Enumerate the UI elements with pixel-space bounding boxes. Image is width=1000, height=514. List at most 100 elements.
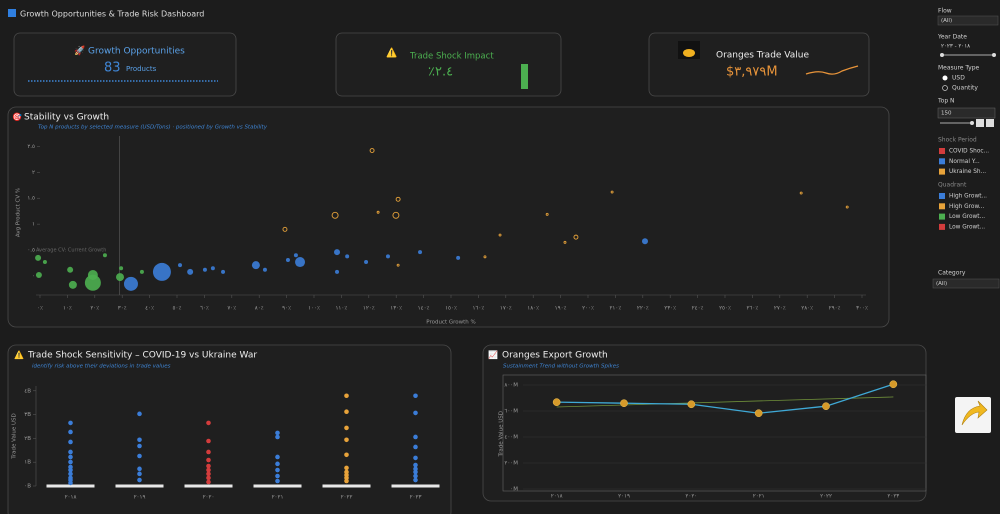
y-axis-label: Trade Value USD bbox=[12, 413, 18, 459]
slider-handle[interactable] bbox=[992, 53, 996, 57]
strip-dot bbox=[344, 437, 349, 443]
kpi-title: Growth Opportunities bbox=[88, 47, 185, 57]
slider-handle[interactable] bbox=[940, 53, 944, 57]
scatter-point bbox=[456, 255, 461, 260]
slider-handle[interactable] bbox=[970, 121, 974, 125]
scatter-point bbox=[285, 257, 290, 262]
x-tick-label: ١٧٠٪ bbox=[500, 306, 512, 312]
x-tick-label: ٢٠٢١ bbox=[753, 494, 765, 500]
x-tick-label: ٢٠٢٠ bbox=[685, 494, 697, 500]
strip-dot bbox=[137, 453, 142, 459]
y-tick-label: ١B bbox=[24, 460, 31, 466]
x-tick-label: ١٤٠٪ bbox=[418, 306, 430, 312]
line-series bbox=[556, 383, 894, 414]
strip-dot bbox=[206, 457, 211, 463]
radio-label: Quantity bbox=[952, 85, 978, 92]
radio[interactable] bbox=[942, 75, 948, 81]
x-tick-label: ٩٠٪ bbox=[282, 306, 291, 312]
strip-dot bbox=[68, 467, 73, 473]
scatter-point bbox=[335, 269, 340, 274]
x-tick-label: ٢٥٠٪ bbox=[719, 306, 731, 312]
scatter-point bbox=[187, 268, 194, 275]
strip-dot bbox=[275, 467, 280, 473]
chart-subtitle: Top N products by selected measure (USD/… bbox=[38, 125, 268, 131]
scatter-point bbox=[610, 190, 614, 194]
legend-swatch bbox=[939, 168, 945, 175]
strip-dot bbox=[137, 411, 142, 417]
strip-dot bbox=[206, 420, 211, 426]
strip-dot bbox=[413, 469, 418, 475]
strip-panel bbox=[7, 344, 452, 514]
x-tick-label: ٢٨٠٪ bbox=[801, 306, 813, 312]
scatter-point bbox=[331, 211, 339, 219]
dropdown[interactable] bbox=[937, 15, 999, 26]
dashboard-title: Growth Opportunities & Trade Risk Dashbo… bbox=[20, 10, 204, 19]
scatter-point bbox=[385, 254, 390, 259]
kpi-icon bbox=[683, 49, 695, 57]
step-button[interactable] bbox=[986, 119, 994, 127]
legend-swatch bbox=[939, 158, 945, 165]
strip-dot bbox=[275, 461, 280, 467]
x-tick-label: ٢٧٠٪ bbox=[774, 306, 786, 312]
x-tick-label: ٢٩٠٪ bbox=[829, 306, 841, 312]
legend-label: High Growt... bbox=[949, 194, 987, 200]
scatter-point bbox=[119, 266, 124, 271]
strip-dot bbox=[206, 475, 211, 481]
kpi-decoration bbox=[521, 64, 528, 89]
x-tick-label: ٢١٠٪ bbox=[609, 306, 621, 312]
scatter-point bbox=[641, 238, 648, 245]
scatter-point bbox=[545, 212, 549, 216]
strip-dot bbox=[206, 471, 211, 477]
filter-value: ٢٠١٨ - ٢٠٢٣ bbox=[941, 44, 970, 50]
scatter-point bbox=[123, 276, 138, 291]
legend-label: Low Growt... bbox=[949, 224, 985, 230]
scatter-point bbox=[202, 267, 207, 272]
logo bbox=[8, 9, 16, 17]
strip-dot bbox=[206, 467, 211, 473]
strip-dot bbox=[68, 459, 73, 465]
scatter-point bbox=[334, 249, 341, 256]
scatter-point bbox=[221, 269, 226, 274]
y-tick-label: ١ bbox=[32, 222, 35, 228]
scatter-point bbox=[68, 280, 77, 289]
baseline-band bbox=[253, 484, 302, 488]
x-tick-label: ١١٠٪ bbox=[335, 306, 347, 312]
chart-title: Oranges Export Growth bbox=[502, 351, 608, 361]
kpi-unit: Products bbox=[126, 65, 157, 73]
strip-dot bbox=[275, 430, 280, 436]
y-tick-label: ٠ bbox=[32, 274, 35, 280]
strip-dot bbox=[68, 480, 73, 486]
step-button[interactable] bbox=[976, 119, 984, 127]
radio[interactable] bbox=[942, 85, 948, 91]
legend-label: High Grow... bbox=[949, 204, 984, 210]
x-tick-label: ٢٠٢٢ bbox=[820, 494, 832, 500]
x-tick-label: ٢٠١٩ bbox=[134, 495, 146, 501]
x-tick-label: ٢٠٪ bbox=[90, 306, 99, 312]
line-marker bbox=[889, 380, 898, 389]
filter-label: Year Date bbox=[937, 34, 967, 41]
strip-dot bbox=[275, 434, 280, 440]
legend-swatch bbox=[939, 223, 945, 230]
x-tick-label: ٦٠٪ bbox=[200, 306, 209, 312]
y-tick-label: ١.٥ bbox=[27, 196, 35, 202]
x-tick-label: ١٣٠٪ bbox=[390, 306, 402, 312]
strip-dot bbox=[413, 473, 418, 479]
x-tick-label: ٢٦٠٪ bbox=[746, 306, 758, 312]
input[interactable] bbox=[937, 107, 996, 119]
nav-button[interactable] bbox=[955, 397, 991, 433]
x-tick-label: ٢٢٠٪ bbox=[637, 306, 649, 312]
dropdown[interactable] bbox=[932, 278, 1000, 289]
strip-dot bbox=[413, 455, 418, 461]
strip-dot bbox=[413, 477, 418, 483]
scatter-point bbox=[87, 269, 98, 280]
scatter-point bbox=[116, 273, 125, 282]
scatter-point bbox=[396, 263, 400, 267]
x-tick-label: ٤٠٪ bbox=[145, 306, 154, 312]
chart-subtitle: identify risk above their deviations in … bbox=[32, 364, 171, 370]
strip-dot bbox=[344, 393, 349, 399]
strip-dot bbox=[344, 425, 349, 431]
x-tick-label: ٢٠٠٪ bbox=[582, 306, 594, 312]
strip-dot bbox=[275, 478, 280, 484]
scatter-point bbox=[139, 269, 144, 274]
kpi-icon: 🚀 bbox=[74, 45, 85, 57]
